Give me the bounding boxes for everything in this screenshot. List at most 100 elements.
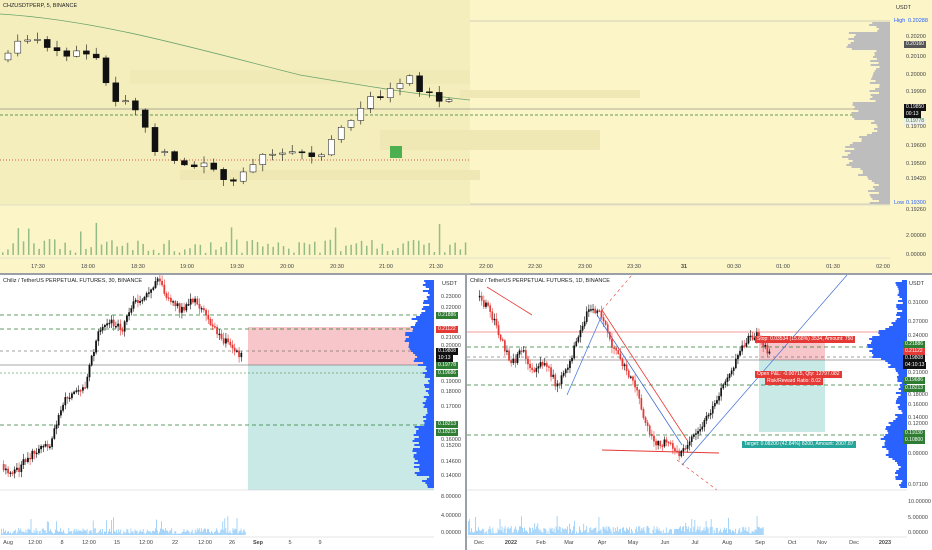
candle-body — [207, 314, 210, 320]
candle-body — [238, 350, 240, 358]
volume-bar — [736, 533, 738, 535]
top-chart-pane[interactable]: CHZUSDTPERP, 5, BINANCE USDT High 0.2028… — [0, 0, 932, 273]
right-chart-pane[interactable]: Chiliz / TetherUS PERPETUAL FUTURES, 1D,… — [467, 275, 932, 550]
volume-bar — [669, 528, 671, 535]
volume-bar — [267, 243, 269, 255]
candle-body — [636, 387, 638, 391]
volume-bar — [199, 531, 201, 535]
profile-bar — [896, 470, 907, 472]
candle-body — [132, 100, 139, 111]
volume-bar — [125, 532, 127, 535]
candle-body — [147, 292, 150, 294]
candle-body — [739, 350, 741, 356]
profile-bar — [405, 332, 434, 334]
profile-bar — [892, 324, 907, 326]
profile-bar — [900, 394, 907, 396]
candle-body — [75, 390, 78, 393]
profile-bar — [413, 454, 434, 456]
volume-bar — [123, 530, 125, 535]
volume-bar — [686, 526, 688, 535]
volume-bar — [118, 528, 120, 535]
candle-body — [663, 439, 666, 447]
profile-bar — [869, 338, 907, 340]
top-chart-canvas[interactable] — [0, 0, 932, 273]
candle-body — [623, 364, 626, 367]
profile-bar — [413, 434, 434, 436]
candle-body — [150, 289, 152, 293]
volume-bar — [73, 530, 75, 535]
profile-bar — [869, 24, 890, 26]
volume-bar — [38, 531, 40, 535]
volume-bar — [91, 533, 93, 535]
time-tick: 20:30 — [330, 264, 344, 270]
volume-bar — [42, 528, 44, 535]
volume-bar — [152, 249, 155, 255]
volume-bar — [558, 526, 560, 535]
volume-bar — [678, 529, 679, 535]
candle-body — [13, 469, 16, 474]
volume-bar — [64, 532, 66, 535]
candle-body — [518, 350, 521, 355]
pane-divider-vertical[interactable] — [465, 275, 467, 550]
volume-bar — [738, 530, 740, 535]
stop-zone — [248, 327, 434, 365]
volume-bar — [140, 531, 142, 535]
volume-bar — [618, 529, 620, 535]
candle-body — [174, 301, 177, 307]
profile-bar — [854, 106, 890, 108]
volume-bar — [170, 530, 172, 535]
profile-bar — [877, 126, 890, 128]
volume-bar — [639, 526, 641, 535]
profile-bar — [425, 374, 434, 376]
volume-bar — [200, 528, 202, 535]
profile-bar — [425, 400, 434, 402]
profile-bar — [887, 362, 907, 364]
candle-body — [121, 329, 124, 332]
volume-bar — [104, 531, 105, 535]
top-candles — [4, 32, 453, 187]
candle-body — [684, 448, 687, 450]
profile-bar — [426, 366, 434, 368]
left-chart-canvas[interactable] — [0, 275, 465, 550]
pane-divider-horizontal[interactable] — [0, 273, 932, 275]
profile-bar — [412, 448, 434, 450]
candle-body — [638, 390, 641, 399]
volume-bar — [475, 516, 476, 535]
volume-bar — [608, 526, 610, 535]
volume-bar — [360, 240, 363, 255]
volume-bar — [504, 526, 506, 535]
volume-bar — [551, 528, 553, 535]
volume-bar — [470, 531, 471, 535]
right-chart-canvas[interactable] — [467, 275, 932, 550]
volume-bar — [167, 530, 169, 535]
candle-body — [495, 318, 498, 326]
volume-bar — [527, 531, 528, 535]
left-chart-pane[interactable]: Chiliz / TetherUS PERPETUAL FUTURES, 30,… — [0, 275, 465, 550]
price-tick: 0.24000 — [908, 333, 928, 339]
volume-bar — [57, 530, 58, 535]
profile-bar — [872, 198, 890, 200]
candle-body — [128, 312, 130, 317]
volume-bar — [33, 530, 35, 535]
volume-bar — [48, 239, 51, 255]
candle-body — [35, 452, 38, 455]
candle-body — [655, 440, 657, 446]
volume-bar — [81, 531, 83, 535]
volume-bar — [92, 520, 94, 535]
profile-bar — [901, 482, 907, 484]
profile-bar — [877, 30, 890, 32]
candle-body — [88, 364, 91, 378]
volume-bar — [196, 528, 198, 535]
volume-bar — [757, 526, 759, 535]
profile-bar — [899, 484, 907, 486]
profile-bar — [879, 334, 907, 336]
candle-body — [445, 99, 453, 102]
volume-bar — [80, 530, 82, 535]
volume-bar — [540, 529, 542, 535]
volume-bar — [684, 531, 686, 535]
volume-bar — [308, 244, 311, 255]
profile-bar — [429, 388, 434, 390]
volume-bar — [172, 533, 174, 535]
candle-body — [191, 298, 194, 303]
profile-bar — [428, 380, 434, 382]
